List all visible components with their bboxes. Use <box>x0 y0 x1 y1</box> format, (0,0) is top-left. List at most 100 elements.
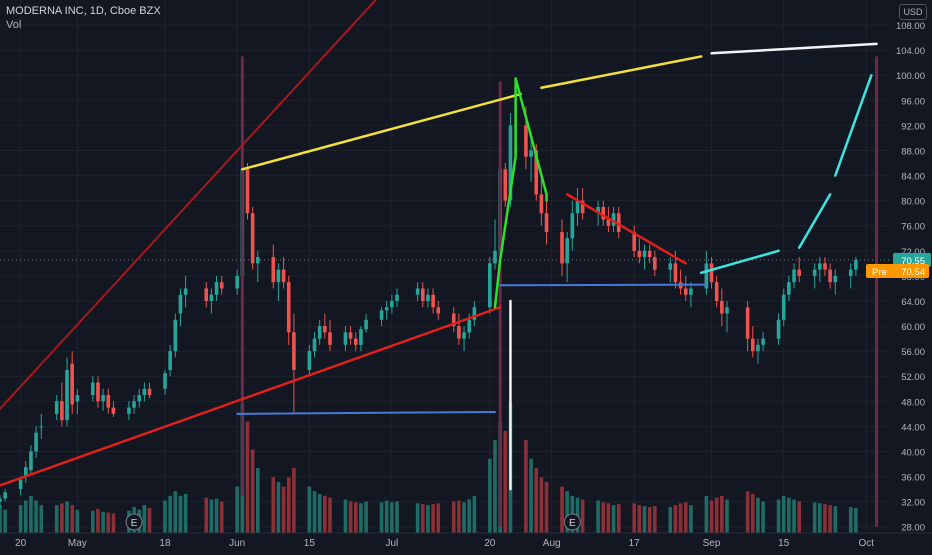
candle-body[interactable] <box>488 263 492 308</box>
candle-body[interactable] <box>29 451 33 471</box>
candle-body[interactable] <box>245 169 250 214</box>
drawing-trend-line[interactable] <box>710 42 878 55</box>
candle-body[interactable] <box>689 288 693 295</box>
candle-body[interactable] <box>415 288 420 295</box>
candle-body[interactable] <box>209 294 214 301</box>
candle-body[interactable] <box>292 332 296 370</box>
candle-body[interactable] <box>54 401 59 414</box>
candle-body[interactable] <box>683 288 688 295</box>
candle-body[interactable] <box>395 294 399 301</box>
candle-body[interactable] <box>451 313 456 327</box>
candle-body[interactable] <box>647 250 652 258</box>
candle-body[interactable] <box>725 307 729 314</box>
candle-body[interactable] <box>457 326 461 339</box>
candle-body[interactable] <box>616 213 621 233</box>
candle-body[interactable] <box>524 125 528 157</box>
candle-body[interactable] <box>668 263 673 270</box>
candle-body[interactable] <box>720 300 724 314</box>
candle-body[interactable] <box>137 395 142 402</box>
candle-body[interactable] <box>183 288 188 295</box>
candle-body[interactable] <box>328 332 332 345</box>
candle-body[interactable] <box>426 294 430 301</box>
drawing-trend-line[interactable] <box>699 249 780 275</box>
candle-body[interactable] <box>601 206 606 220</box>
candle-body[interactable] <box>792 269 796 283</box>
candle-body[interactable] <box>833 275 838 283</box>
candle-body[interactable] <box>70 363 74 405</box>
candle-body[interactable] <box>539 194 544 214</box>
candle-body[interactable] <box>18 479 23 490</box>
candle-body[interactable] <box>235 275 239 289</box>
candle-body[interactable] <box>271 257 276 283</box>
candle-body[interactable] <box>0 498 2 502</box>
candle-body[interactable] <box>214 282 219 295</box>
candle-body[interactable] <box>776 319 781 339</box>
drawing-trend-line[interactable] <box>0 306 502 489</box>
candle-body[interactable] <box>642 250 647 258</box>
candle-body[interactable] <box>797 269 801 276</box>
candle-body[interactable] <box>818 263 822 270</box>
drawing-trend-line[interactable] <box>540 55 703 90</box>
candle-body[interactable] <box>323 326 327 333</box>
candle-body[interactable] <box>147 388 152 396</box>
candle-body[interactable] <box>60 401 64 421</box>
drawing-trend-line[interactable] <box>236 410 496 415</box>
candle-body[interactable] <box>467 319 472 333</box>
candle-body[interactable] <box>653 257 657 270</box>
candle-body[interactable] <box>828 269 832 283</box>
candle-body[interactable] <box>168 351 172 370</box>
candle-body[interactable] <box>709 263 714 283</box>
candle-body[interactable] <box>111 407 116 414</box>
candle-body[interactable] <box>142 388 147 396</box>
drawing-trend-line[interactable] <box>0 0 727 420</box>
drawing-trend-line[interactable] <box>493 77 548 309</box>
candle-body[interactable] <box>359 329 363 345</box>
candle-body[interactable] <box>106 395 111 408</box>
candle-body[interactable] <box>848 269 853 276</box>
candle-body[interactable] <box>132 401 136 408</box>
candle-body[interactable] <box>508 125 513 201</box>
candle-body[interactable] <box>178 294 183 314</box>
candle-body[interactable] <box>606 219 611 226</box>
candle-body[interactable] <box>575 200 580 214</box>
candle-body[interactable] <box>219 282 224 289</box>
candle-body[interactable] <box>714 282 719 301</box>
candle-body[interactable] <box>787 282 791 295</box>
candle-body[interactable] <box>34 432 38 452</box>
candle-body[interactable] <box>91 382 95 396</box>
earnings-marker[interactable] <box>563 513 581 531</box>
candle-body[interactable] <box>632 232 637 251</box>
candle-body[interactable] <box>493 250 497 264</box>
candle-body[interactable] <box>823 263 827 270</box>
drawing-trend-line[interactable] <box>565 193 688 265</box>
candle-body[interactable] <box>436 307 441 314</box>
candle-body[interactable] <box>580 200 585 214</box>
candle-body[interactable] <box>173 319 178 352</box>
candle-body[interactable] <box>472 307 477 320</box>
candle-body[interactable] <box>65 369 69 421</box>
candle-body[interactable] <box>462 332 466 339</box>
candle-body[interactable] <box>745 307 750 339</box>
drawing-trend-line[interactable] <box>797 193 832 249</box>
candle-body[interactable] <box>560 232 564 264</box>
candle-body[interactable] <box>281 269 286 283</box>
candle-body[interactable] <box>420 288 425 301</box>
candle-body[interactable] <box>544 213 549 233</box>
candle-body[interactable] <box>529 150 533 157</box>
symbol-title[interactable]: MODERNA INC, 1D, Cboe BZX <box>6 5 161 17</box>
candle-body[interactable] <box>565 238 569 264</box>
candle-body[interactable] <box>503 169 508 201</box>
candle-body[interactable] <box>364 319 368 330</box>
candle-body[interactable] <box>127 407 131 414</box>
candle-body[interactable] <box>756 344 760 352</box>
candle-body[interactable] <box>384 307 389 311</box>
earnings-marker[interactable] <box>125 513 143 531</box>
candle-body[interactable] <box>39 426 44 428</box>
candle-body[interactable] <box>348 332 353 339</box>
candle-body[interactable] <box>379 310 384 320</box>
candle-body[interactable] <box>390 300 394 308</box>
candle-body[interactable] <box>704 263 709 289</box>
candle-body[interactable] <box>781 294 786 320</box>
